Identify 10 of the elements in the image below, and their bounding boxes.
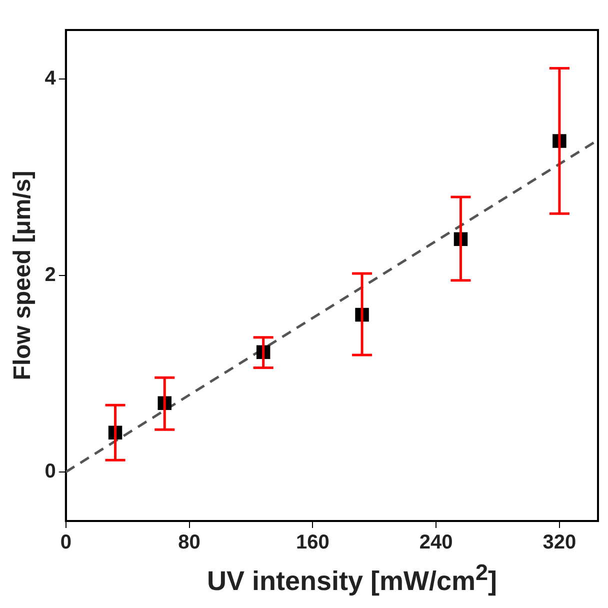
x-tick-label: 240 xyxy=(419,532,453,554)
x-axis-title: UV intensity [mW/cm$^{2}$] xyxy=(206,560,498,597)
y-tick-label: 2 xyxy=(44,264,56,286)
x-tick-label: 160 xyxy=(296,532,330,554)
y-tick-label: 0 xyxy=(44,460,56,482)
y-axis-title: Flow speed [μm/s] xyxy=(9,170,36,380)
y-tick-label: 4 xyxy=(44,68,57,90)
x-tick-label: 320 xyxy=(542,532,576,554)
x-tick-label: 80 xyxy=(178,532,200,554)
x-tick-label: 0 xyxy=(60,532,72,554)
